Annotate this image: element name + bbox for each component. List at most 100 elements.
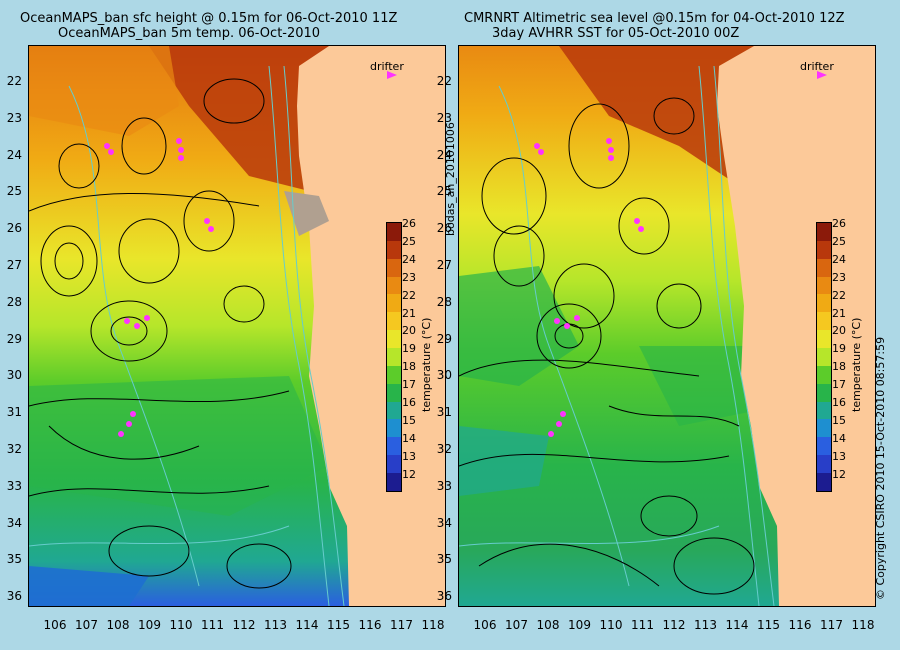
lat-tick-label: 25 [6,184,22,199]
drifter-legend-label: drifter [800,60,834,73]
lat-tick-label: 24 [6,147,22,162]
colorbar-swatch [387,330,401,349]
colorbar-swatch [387,294,401,313]
colorbar-tick-label: 24 [402,252,416,266]
run-id-label: bodas_an_20101006 [444,122,457,236]
lon-tick-label: 109 [138,618,161,632]
colorbar-tick-label: 15 [402,413,416,427]
colorbar-swatch [817,276,831,295]
lon-tick-label: 106 [43,618,67,632]
lat-tick-label: 27 [6,258,22,272]
lat-tick-label: 29 [6,331,22,346]
colorbar-swatch [387,223,401,241]
colorbar-tick-label: 18 [402,360,416,374]
lon-tick-label: 113 [694,618,717,632]
colorbar-tick-label: 14 [402,431,416,445]
lon-tick-label: 115 [327,618,350,632]
colorbar-tick-label: 13 [402,449,416,463]
lon-tick-label: 116 [358,618,382,632]
colorbar-tick-label: 20 [402,324,416,338]
lat-tick-label: 34 [436,515,452,530]
lon-tick-label: 117 [820,618,843,632]
lat-tick-label: 36 [6,589,22,604]
colorbar-swatch [817,312,831,331]
colorbar-swatch [387,455,401,474]
left-title-line2: OceanMAPS_ban 5m temp. 06-Oct-2010 [58,26,321,41]
lon-tick-label: 111 [201,618,224,632]
colorbar-tick-label: 19 [402,342,416,356]
lon-tick-label: 115 [757,618,780,632]
colorbar-swatch [387,240,401,259]
isobath-lines [29,65,345,606]
lon-tick-label: 118 [421,618,445,632]
colorbar-tick-label: 21 [832,306,846,320]
colorbar-tick-label: 22 [832,288,846,302]
colorbar-tick-label: 15 [832,413,846,427]
colorbar-swatch [387,365,401,384]
colorbar-tick-label: 25 [832,234,846,248]
cool-sst-patch [459,266,579,386]
lat-tick-label: 25 [436,184,452,199]
colorbar-tick-label: 23 [832,270,846,284]
lon-tick-label: 106 [473,618,497,632]
right-title-line1: CMRNRT Altimetric sea level @0.15m for 0… [464,11,845,26]
lat-tick-label: 23 [6,110,22,125]
warm-sst-patch [29,46,179,136]
colorbar-tick-label: 22 [402,288,416,302]
drifter-tracks [534,71,827,437]
colorbar-swatch [817,383,831,402]
cool-sst-patch [29,566,149,606]
lon-tick-label: 108 [536,618,560,632]
colorbar-swatch [817,223,831,241]
lat-tick-label: 28 [436,294,452,309]
right-map-panel [458,45,876,607]
lat-tick-label: 32 [6,442,22,456]
colorbar-swatch [817,348,831,366]
lat-tick-label: 28 [6,294,22,309]
colorbar-swatch [387,473,401,491]
copyright-label: © Copyright CSIRO 2010 15-Oct-2010 08:57… [874,336,887,600]
lon-tick-label: 112 [232,618,256,632]
lon-tick-label: 111 [631,618,654,632]
colorbar-swatch [817,473,831,491]
lat-tick-label: 29 [436,331,452,346]
right-lon-axis: 106 107 108 109 110 111 112 113 114 115 116 117 118 [458,618,875,634]
lon-tick-label: 112 [662,618,686,632]
lat-tick-label: 34 [6,515,22,530]
lon-tick-label: 107 [75,618,98,632]
drifter-tracks [104,71,397,437]
right-map-svg [459,46,875,606]
colorbar-swatch [817,294,831,313]
colorbar-tick-label: 17 [402,378,416,392]
colorbar-swatch [817,240,831,259]
colorbar-tick-label: 12 [832,467,846,481]
colorbar-swatch [817,258,831,277]
colorbar-swatch [817,365,831,384]
left-colorbar-title: temperature (°C) [420,317,433,412]
land-mass [297,46,445,606]
lat-tick-label: 31 [436,405,452,420]
lat-tick-label: 31 [6,405,22,420]
colorbar-swatch [387,437,401,456]
right-lat-axis: 22 23 24 25 26 27 28 29 30 31 32 33 34 35 36 [430,45,456,605]
lon-tick-label: 110 [169,618,193,632]
cool-sst-patch [29,376,329,516]
colorbar-tick-label: 13 [832,449,846,463]
lat-tick-label: 32 [436,442,452,456]
right-colorbar-title: temperature (°C) [850,317,863,412]
colorbar-swatch [387,419,401,438]
colorbar-tick-label: 23 [402,270,416,284]
lat-tick-label: 30 [436,368,452,383]
lat-tick-label: 36 [436,589,452,604]
lat-tick-label: 22 [6,74,22,88]
colorbar-tick-label: 25 [402,234,416,248]
lon-tick-label: 110 [599,618,623,632]
colorbar-tick-label: 24 [832,252,846,266]
colorbar-tick-label: 19 [832,342,846,356]
lon-tick-label: 113 [264,618,287,632]
colorbar-swatch [817,401,831,420]
colorbar-tick-label: 26 [832,217,846,230]
left-map-svg [29,46,445,606]
lat-tick-label: 33 [6,478,22,493]
lat-tick-label: 30 [6,368,22,383]
